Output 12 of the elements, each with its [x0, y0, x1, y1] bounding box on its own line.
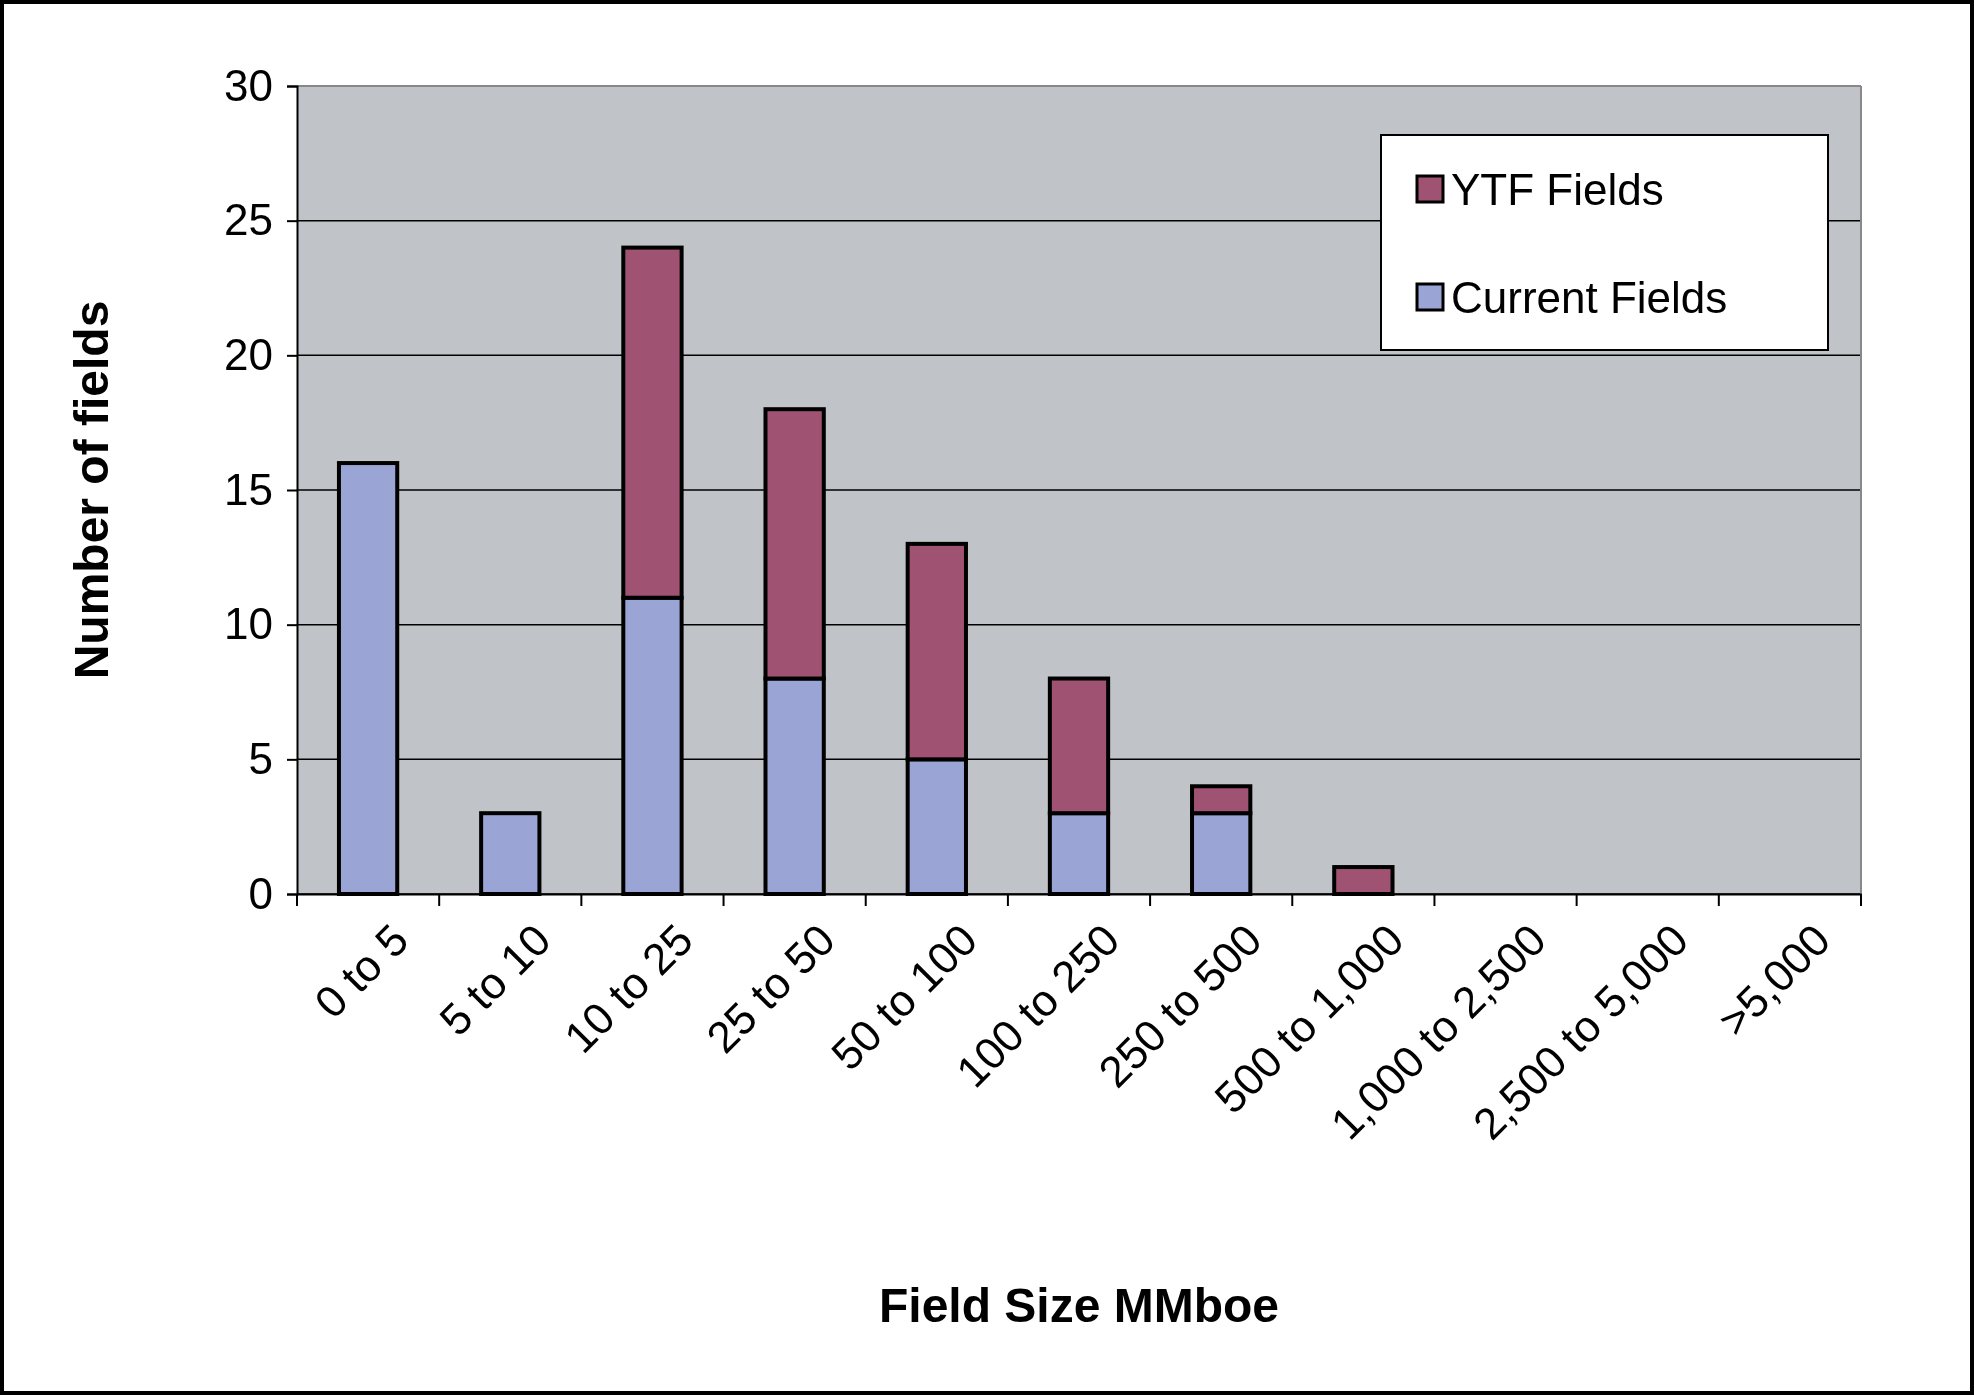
- legend-label: YTF Fields: [1451, 165, 1664, 215]
- y-axis-title: Number of fields: [65, 300, 118, 680]
- y-tick-label: 10: [224, 599, 273, 649]
- y-tick-label: 5: [248, 733, 273, 783]
- y-tick-label: 20: [224, 329, 273, 379]
- x-axis-title: Field Size MMboe: [878, 1279, 1280, 1332]
- y-tick-label: 15: [224, 464, 273, 514]
- y-tick-label: 25: [224, 195, 273, 245]
- y-tick-label: 0: [248, 868, 273, 918]
- legend-label: Current Fields: [1451, 273, 1728, 323]
- x-tick-label: 0 to 5: [304, 914, 418, 1028]
- y-tick-label: 30: [224, 60, 273, 110]
